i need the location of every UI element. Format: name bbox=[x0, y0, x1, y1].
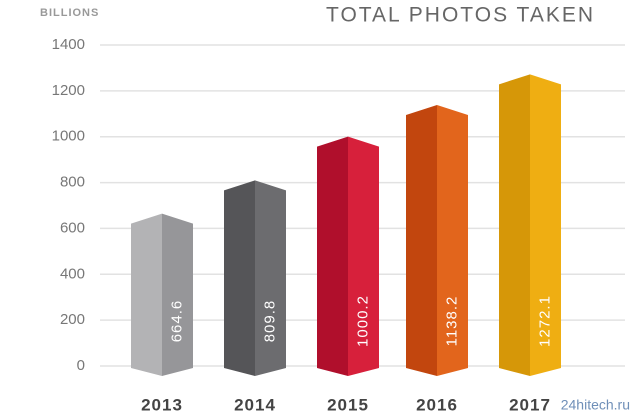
value-label: 664.6 bbox=[168, 300, 185, 343]
bar bbox=[131, 213, 193, 376]
axis-unit: BILLIONS bbox=[40, 7, 99, 19]
bar-left-face bbox=[224, 180, 255, 376]
x-tick-label: 2013 bbox=[141, 395, 183, 414]
watermark: 24hitech.ru bbox=[561, 397, 630, 413]
value-label: 1272.1 bbox=[536, 295, 553, 347]
x-tick-label: 2017 bbox=[509, 395, 551, 414]
value-label: 1000.2 bbox=[354, 295, 371, 347]
bar-right-face bbox=[348, 136, 379, 376]
bar bbox=[317, 136, 379, 376]
y-tick-label: 1000 bbox=[52, 128, 85, 145]
bar-right-face bbox=[255, 180, 286, 376]
y-tick-label: 1400 bbox=[52, 36, 85, 53]
value-label: 809.8 bbox=[261, 300, 278, 343]
bar-left-face bbox=[499, 74, 530, 376]
value-label: 1138.2 bbox=[443, 296, 460, 347]
x-tick-label: 2015 bbox=[327, 395, 369, 414]
y-tick-label: 200 bbox=[60, 311, 85, 328]
x-tick-label: 2014 bbox=[234, 395, 276, 414]
y-tick-label: 1200 bbox=[52, 82, 85, 99]
bar-right-face bbox=[437, 105, 468, 376]
chart-title: TOTAL PHOTOS TAKEN bbox=[326, 4, 595, 27]
bar bbox=[406, 105, 468, 376]
y-tick-label: 0 bbox=[77, 357, 85, 374]
y-tick-label: 600 bbox=[60, 219, 85, 236]
bar-left-face bbox=[317, 136, 348, 376]
y-tick-label: 800 bbox=[60, 174, 85, 191]
bar bbox=[499, 74, 561, 376]
bar-left-face bbox=[131, 213, 162, 376]
x-tick-label: 2016 bbox=[416, 395, 458, 414]
y-tick-label: 400 bbox=[60, 265, 85, 282]
bar-right-face bbox=[162, 213, 193, 376]
bar bbox=[224, 180, 286, 376]
bar-left-face bbox=[406, 105, 437, 376]
bar-right-face bbox=[530, 74, 561, 376]
